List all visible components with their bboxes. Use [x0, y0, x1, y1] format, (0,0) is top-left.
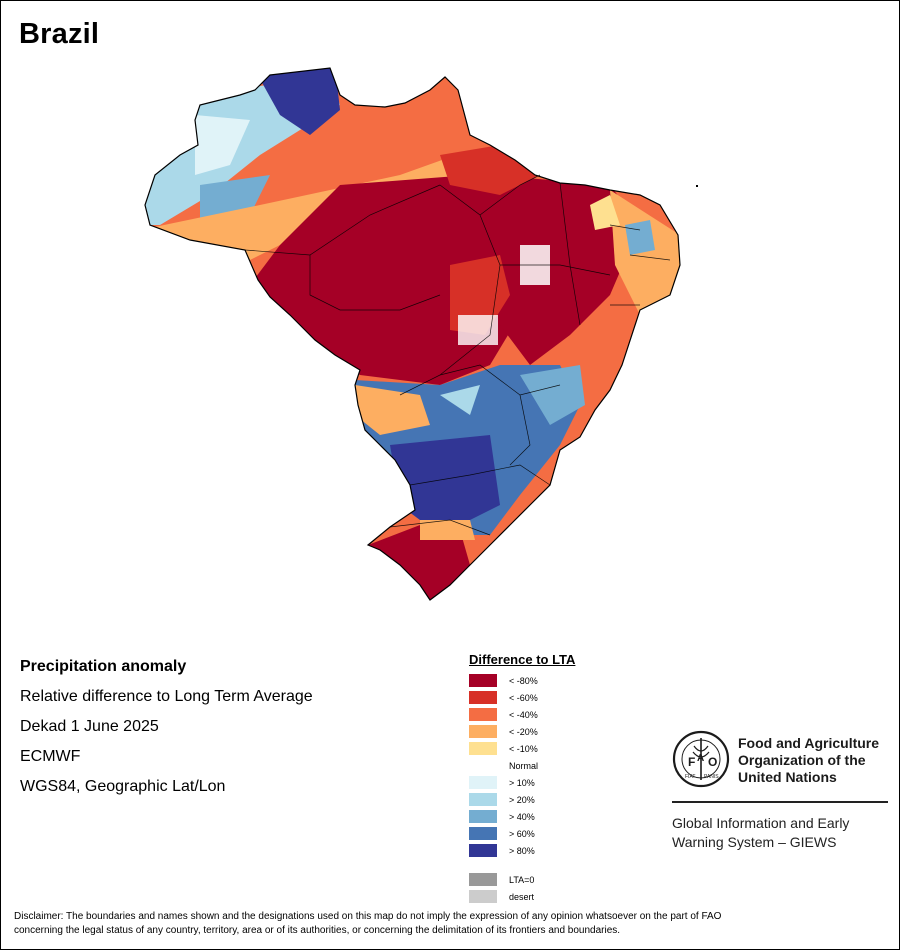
legend-item-swatch	[469, 708, 497, 721]
legend-item-row: > 20%	[469, 791, 649, 808]
fao-logo-letter-a: A	[697, 753, 704, 764]
map-period: Dekad 1 June 2025	[20, 718, 159, 735]
legend-item-label: > 10%	[509, 777, 535, 788]
country-border	[144, 67, 681, 601]
legend-item-swatch	[469, 725, 497, 738]
legend-item-row: Normal	[469, 757, 649, 774]
legend-item-swatch	[469, 776, 497, 789]
map-source: ECMWF	[20, 748, 81, 765]
fao-logo-icon: F A O FIAT PANIS	[672, 730, 730, 788]
map-title: Brazil	[19, 18, 100, 50]
legend-item-row: > 40%	[469, 808, 649, 825]
giews-line-2: Warning System – GIEWS	[672, 834, 837, 850]
fao-logo-letter-f: F	[688, 755, 695, 769]
legend-item-swatch	[469, 793, 497, 806]
legend-item-label: > 60%	[509, 828, 535, 839]
fao-name-line-1: Food and Agriculture	[738, 735, 880, 751]
giews-line-1: Global Information and Early	[672, 815, 850, 831]
legend-item-row: > 80%	[469, 842, 649, 859]
svg-text:PANIS: PANIS	[704, 774, 719, 780]
legend-items: < -80% < -60% < -40% < -20% < -10% Normal > 10…	[469, 672, 649, 859]
disclaimer-line-2: concerning the legal status of any count…	[14, 925, 621, 936]
legend-item-swatch	[469, 810, 497, 823]
legend-item-row: < -80%	[469, 672, 649, 689]
svg-text:FIAT: FIAT	[685, 774, 695, 780]
state-borders	[244, 174, 671, 536]
legend-item-label: > 20%	[509, 794, 535, 805]
islands	[696, 185, 698, 187]
disclaimer: Disclaimer: The boundaries and names sho…	[14, 910, 884, 938]
legend-item-row: < -20%	[469, 723, 649, 740]
legend-item-swatch	[469, 742, 497, 755]
map-info-block: Precipitation anomaly Relative differenc…	[20, 656, 313, 806]
legend-item-label: < -10%	[509, 743, 538, 754]
anomaly-field	[145, 68, 680, 600]
legend-extra-label: desert	[509, 891, 535, 902]
legend-extra-row: desert	[469, 888, 649, 905]
legend-extra-swatch	[469, 873, 497, 886]
legend-item-label: < -20%	[509, 726, 538, 737]
map-subject: Precipitation anomaly	[20, 658, 187, 675]
fao-divider	[672, 801, 888, 803]
fao-logo-letter-o: O	[708, 755, 717, 769]
fao-name: Food and Agriculture Organization of the…	[738, 735, 879, 786]
map-projection: WGS84, Geographic Lat/Lon	[20, 778, 226, 795]
legend-item-label: > 80%	[509, 845, 535, 856]
legend-item-label: > 40%	[509, 811, 535, 822]
legend-item-row: < -60%	[469, 689, 649, 706]
legend-item-swatch	[469, 844, 497, 857]
giews-label: Global Information and Early Warning Sys…	[672, 814, 849, 852]
legend-item-swatch	[469, 759, 497, 772]
map-description: Relative difference to Long Term Average	[20, 688, 313, 705]
legend-item-label: < -80%	[509, 675, 538, 686]
legend-extra-swatch	[469, 890, 497, 903]
disclaimer-line-1: Disclaimer: The boundaries and names sho…	[14, 911, 722, 922]
legend-item-label: < -60%	[509, 692, 538, 703]
legend-item-swatch	[469, 827, 497, 840]
legend-item-row: > 60%	[469, 825, 649, 842]
legend-item-label: Normal	[509, 760, 539, 771]
fao-name-line-3: United Nations	[738, 769, 837, 785]
legend-extra-label: LTA=0	[509, 874, 535, 885]
legend-extra-items: LTA=0 desert	[469, 871, 649, 905]
legend-item-swatch	[469, 674, 497, 687]
legend-item-row: > 10%	[469, 774, 649, 791]
legend-item-swatch	[469, 691, 497, 704]
legend-item-label: < -40%	[509, 709, 538, 720]
legend-item-row: < -10%	[469, 740, 649, 757]
legend-item-row: < -40%	[469, 706, 649, 723]
brazil-anomaly-map	[140, 65, 700, 610]
legend: Difference to LTA < -80% < -60% < -40% < -2…	[469, 652, 649, 905]
fao-name-line-2: Organization of the	[738, 752, 866, 768]
map-svg	[144, 67, 698, 601]
legend-title: Difference to LTA	[469, 652, 576, 667]
legend-extra-row: LTA=0	[469, 871, 649, 888]
